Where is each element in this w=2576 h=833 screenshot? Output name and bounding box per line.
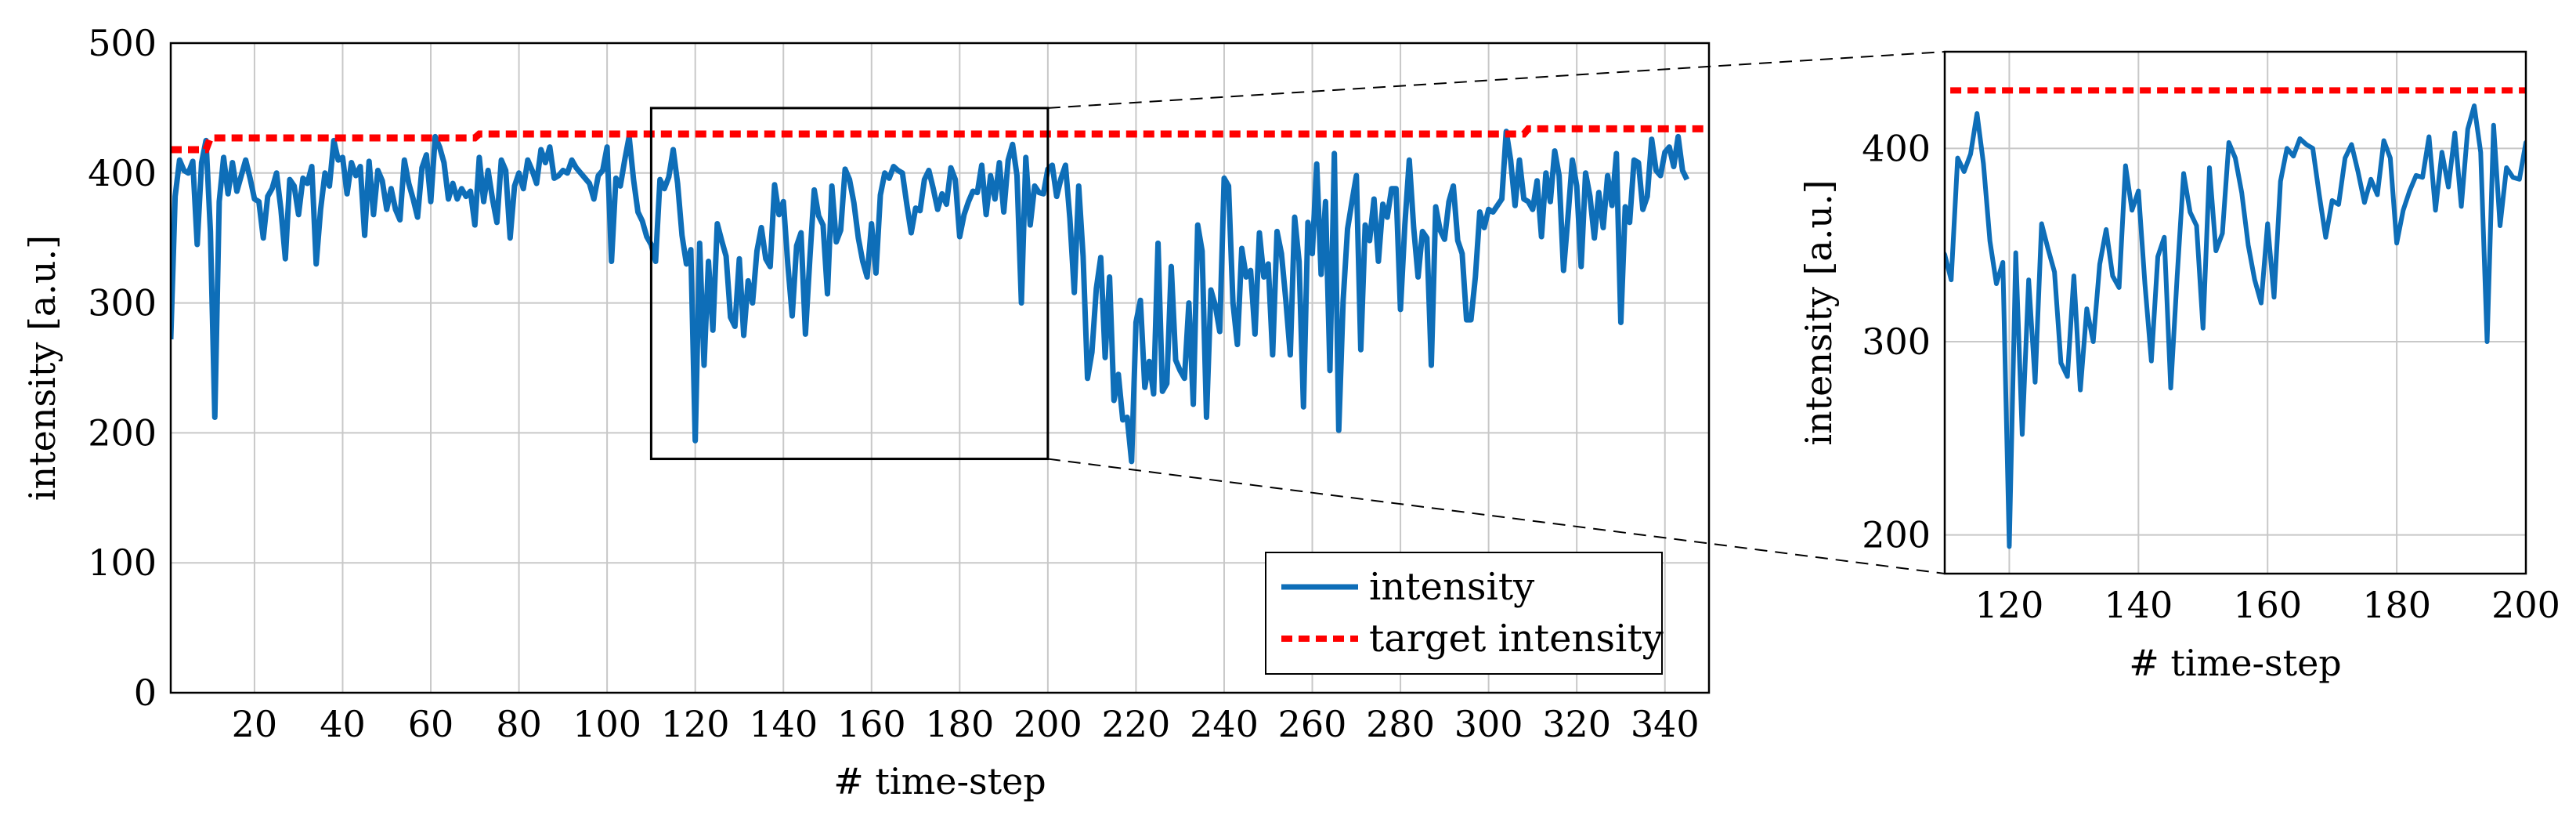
main-x-tick-60: 60	[408, 703, 454, 745]
zoom-x-tick-200: 200	[2491, 584, 2560, 626]
zoom-y-axis-label: intensity [a.u.]	[1797, 179, 1840, 445]
zoom-y-ticks: 200 300 400	[1862, 127, 1931, 556]
main-x-ticks: 20 40 60 80 100 120 140 160 180 200 220 240 260 280 30…	[232, 703, 1700, 745]
main-y-tick-400: 400	[88, 152, 157, 194]
main-x-tick-320: 320	[1542, 703, 1611, 745]
main-y-tick-100: 100	[88, 541, 157, 584]
main-x-tick-140: 140	[749, 703, 818, 745]
main-x-tick-300: 300	[1454, 703, 1523, 745]
main-x-tick-40: 40	[320, 703, 366, 745]
legend-box	[1265, 552, 1663, 675]
main-x-tick-200: 200	[1013, 703, 1082, 745]
main-x-tick-100: 100	[573, 703, 641, 745]
main-y-axis-label: intensity [a.u.]	[21, 235, 63, 501]
zoom-series-intensity	[1945, 103, 2526, 549]
zoom-y-tick-300: 300	[1862, 321, 1931, 363]
main-x-tick-20: 20	[232, 703, 278, 745]
zoom-x-ticks: 120 140 160 180 200	[1975, 584, 2560, 626]
zoom-x-tick-120: 120	[1975, 584, 2044, 626]
zoom-series-layer	[1945, 87, 2526, 549]
main-x-tick-160: 160	[837, 703, 906, 745]
zoom-connector-top	[1047, 51, 1946, 109]
zoom-region-box	[649, 107, 1050, 461]
main-x-tick-240: 240	[1190, 703, 1259, 745]
main-x-tick-120: 120	[661, 703, 730, 745]
zoom-connector-lines	[1047, 51, 1946, 574]
main-series-target-intensity	[171, 125, 1709, 154]
main-x-tick-180: 180	[925, 703, 994, 745]
main-plot-frame	[169, 42, 1711, 694]
main-y-ticks: 0 100 200 300 400 500	[88, 22, 157, 714]
main-x-tick-340: 340	[1631, 703, 1700, 745]
zoom-y-tick-200: 200	[1862, 514, 1931, 556]
main-x-tick-220: 220	[1102, 703, 1171, 745]
legend-label-target-intensity: target intensity	[1369, 617, 1664, 661]
main-x-tick-260: 260	[1278, 703, 1347, 745]
main-x-tick-80: 80	[496, 703, 542, 745]
main-series-layer	[171, 125, 1709, 465]
zoom-x-tick-180: 180	[2362, 584, 2431, 626]
legend-label-intensity: intensity	[1369, 565, 1534, 609]
main-y-tick-300: 300	[88, 282, 157, 324]
main-chart-panel: 20 40 60 80 100 120 140 160 180 200 220 240 260 280 30…	[21, 22, 1711, 802]
legend: intensity target intensity	[1265, 552, 1664, 675]
main-x-axis-label: # time-step	[833, 760, 1046, 802]
zoom-plot-frame	[1943, 50, 2527, 575]
zoom-y-tick-400: 400	[1862, 127, 1931, 169]
main-y-tick-200: 200	[88, 411, 157, 454]
main-series-intensity	[171, 129, 1690, 465]
main-y-tick-0: 0	[134, 672, 157, 714]
main-x-tick-280: 280	[1366, 703, 1435, 745]
zoom-x-tick-140: 140	[2104, 584, 2173, 626]
zoom-chart-panel: 120 140 160 180 200 200 300 400 # time-step in…	[1797, 50, 2560, 684]
zoom-x-tick-160: 160	[2233, 584, 2302, 626]
zoom-x-axis-label: # time-step	[2129, 642, 2342, 684]
zoom-connector-bottom	[1047, 458, 1946, 574]
main-y-tick-500: 500	[88, 22, 157, 64]
zoom-series-target-intensity	[1945, 87, 2526, 94]
